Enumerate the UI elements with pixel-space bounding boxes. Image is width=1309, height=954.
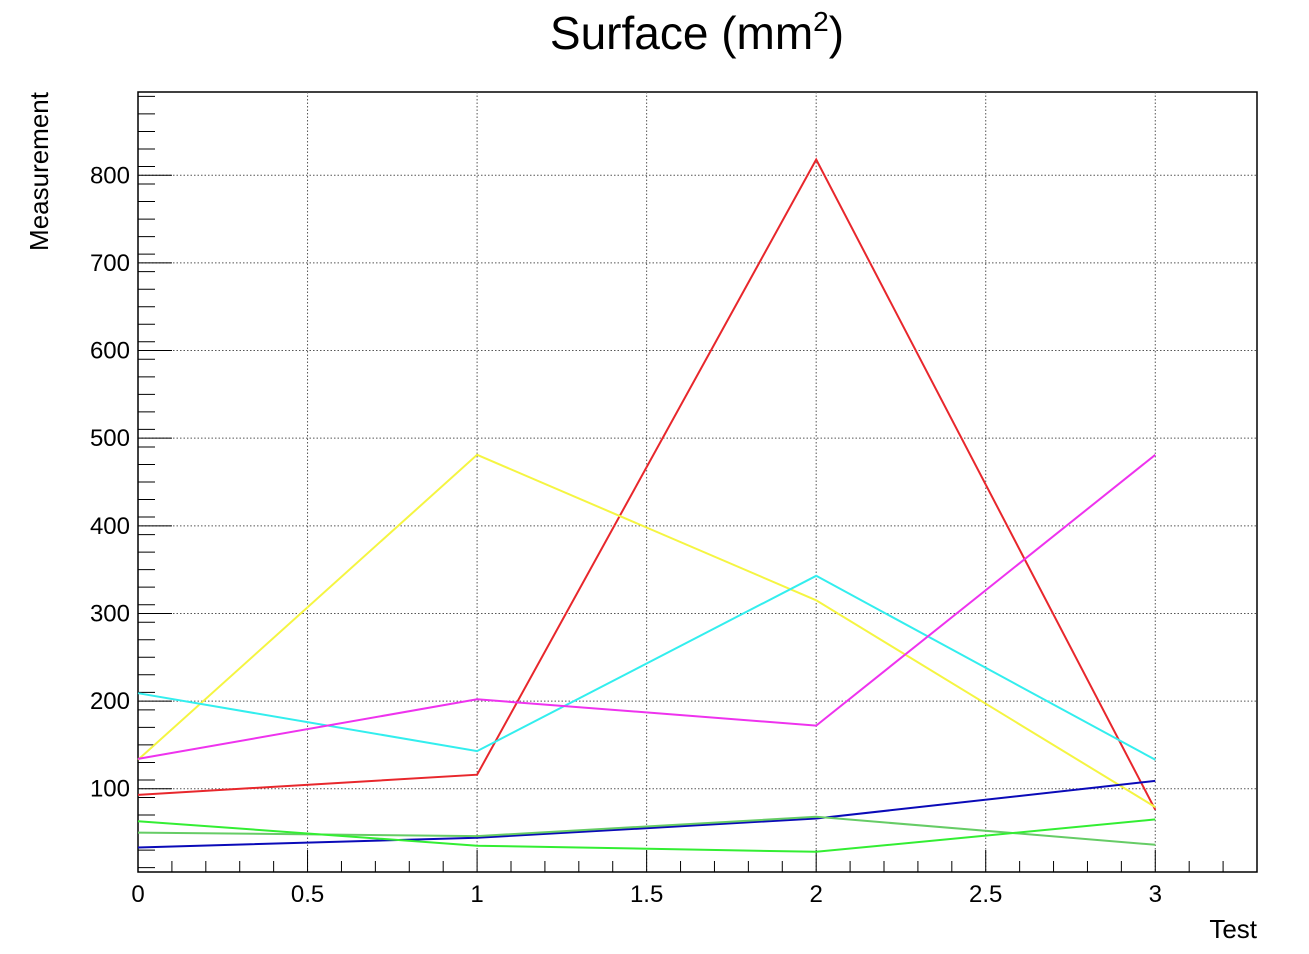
series-lines xyxy=(137,157,1157,853)
x-tick-label: 1 xyxy=(470,881,483,908)
series-line-7 xyxy=(137,818,1156,853)
series-line-2 xyxy=(137,453,1156,808)
y-tick-label: 400 xyxy=(90,513,130,540)
y-tick-label: 800 xyxy=(90,162,130,189)
grid xyxy=(138,92,1257,872)
x-tick-label: 0 xyxy=(131,881,144,908)
axis-ticks xyxy=(137,95,1224,872)
series-line-1 xyxy=(137,157,1157,811)
y-tick-label: 300 xyxy=(90,600,130,627)
series-line-4 xyxy=(137,454,1156,760)
x-tick-label: 0.5 xyxy=(291,881,324,908)
x-tick-label: 1.5 xyxy=(630,881,663,908)
x-tick-label: 2 xyxy=(810,881,823,908)
y-axis-label: Measurement xyxy=(24,91,54,251)
y-tick-label: 700 xyxy=(90,250,130,277)
series-line-3 xyxy=(137,574,1156,761)
x-axis-label: Test xyxy=(1209,914,1257,944)
x-axis-labels: 0 0.5 1 1.5 2 2.5 3 xyxy=(131,881,1162,908)
y-tick-label: 500 xyxy=(90,425,130,452)
x-tick-label: 3 xyxy=(1149,881,1162,908)
y-tick-label: 100 xyxy=(90,776,130,803)
y-tick-label: 600 xyxy=(90,338,130,365)
y-tick-label: 200 xyxy=(90,688,130,715)
y-axis-labels: 100 200 300 400 500 600 700 800 xyxy=(90,162,130,802)
x-tick-label: 2.5 xyxy=(969,881,1002,908)
plot-frame xyxy=(137,91,1258,873)
chart-title: Surface (mm2) xyxy=(549,6,845,59)
series-line-5 xyxy=(137,779,1156,849)
